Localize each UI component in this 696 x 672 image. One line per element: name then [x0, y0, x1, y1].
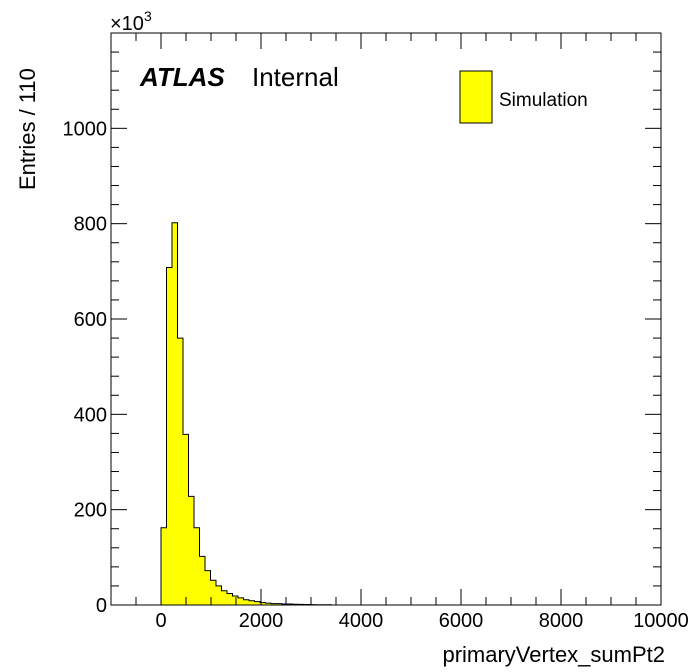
- histogram-bar: [194, 527, 200, 605]
- y-tick-labels: 0 200 400 600 800 1000: [63, 118, 108, 617]
- x-tick-label: 6000: [439, 610, 484, 632]
- y-tick-label: 0: [96, 595, 107, 617]
- histogram-bar: [221, 590, 227, 605]
- histogram-bar: [161, 527, 167, 605]
- histogram-bar: [172, 222, 178, 606]
- histogram-bar: [227, 593, 233, 605]
- x-tick-label: 0: [155, 610, 166, 632]
- y-axis-label: Entries / 110: [15, 68, 40, 190]
- y-tick-label: 200: [74, 500, 107, 522]
- histogram-bar: [265, 603, 271, 605]
- y-tick-label: 600: [74, 309, 107, 331]
- legend-swatch: [459, 70, 493, 124]
- histogram-bar: [188, 496, 194, 605]
- y-tick-label: 400: [74, 404, 107, 426]
- atlas-label: ATLAS: [139, 62, 225, 92]
- y-tick-label: 800: [74, 214, 107, 236]
- histogram-bar: [243, 599, 249, 605]
- x-tick-label: 4000: [339, 610, 384, 632]
- legend-entry-simulation: Simulation: [499, 90, 588, 111]
- x-tick-label: 10000: [633, 610, 689, 632]
- histogram-bar: [183, 434, 189, 605]
- histogram-bar: [249, 600, 255, 605]
- histogram-bar: [205, 570, 211, 605]
- histogram-bar: [166, 267, 172, 605]
- x-tick-labels: 0 2000 4000 6000 8000 10000: [155, 610, 688, 632]
- histogram-bar: [254, 601, 260, 605]
- histogram-bar: [216, 585, 222, 605]
- x-tick-label: 2000: [239, 610, 284, 632]
- histogram-bar: [177, 338, 183, 605]
- histogram-bars: [161, 222, 332, 606]
- y-multiplier-base: ×10: [110, 13, 144, 35]
- histogram-bar: [260, 602, 266, 605]
- y-multiplier-exponent: 3: [144, 8, 152, 24]
- histogram-bar: [238, 597, 244, 605]
- axis-ticks: [110, 32, 662, 606]
- y-tick-label: 1000: [63, 118, 108, 140]
- histogram-bar: [199, 556, 205, 605]
- x-tick-label: 8000: [539, 610, 584, 632]
- histogram-bar: [276, 603, 282, 605]
- histogram-bar: [210, 580, 216, 605]
- histogram-bar: [232, 595, 238, 605]
- y-multiplier: ×103: [110, 8, 152, 35]
- histogram-bar: [271, 603, 277, 605]
- x-axis-label: primaryVertex_sumPt2: [442, 642, 665, 667]
- atlas-status-label: Internal: [252, 62, 339, 92]
